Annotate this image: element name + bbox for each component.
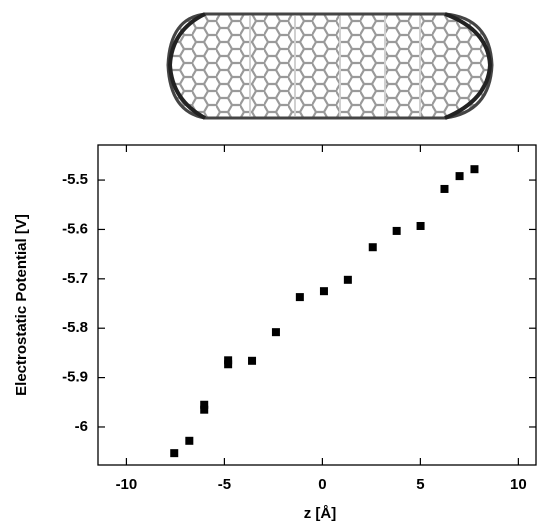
point [393, 227, 401, 235]
x-tick-label: 10 [510, 476, 527, 493]
chart: z [Å] Electrostatic Potential [V] -10 -5 0… [0, 0, 541, 525]
point [272, 328, 280, 336]
point [170, 449, 178, 457]
point [456, 172, 464, 180]
point [470, 165, 478, 173]
y-tick-label: -5.6 [62, 220, 88, 237]
point [224, 360, 232, 368]
point [369, 243, 377, 251]
x-axis-label: z [Å] [304, 505, 337, 522]
y-tick-label: -5.9 [62, 369, 88, 386]
point [200, 406, 208, 414]
point [248, 357, 256, 365]
point [185, 437, 193, 445]
y-tick-label: -5.8 [62, 319, 88, 336]
x-tick-label: -10 [116, 476, 138, 493]
y-tick-label: -5.5 [62, 171, 88, 188]
point [417, 222, 425, 230]
point [440, 185, 448, 193]
x-tick-label: 5 [416, 476, 424, 493]
y-tick-label: -6 [75, 418, 88, 435]
plot-frame [98, 145, 536, 465]
y-axis-label: Electrostatic Potential [V] [13, 214, 30, 396]
y-tick-label: -5.7 [62, 270, 88, 287]
point [320, 287, 328, 295]
point [344, 276, 352, 284]
x-tick-label: 0 [318, 476, 326, 493]
x-tick-label: -5 [218, 476, 231, 493]
point [296, 293, 304, 301]
nanotube-image [168, 14, 492, 118]
